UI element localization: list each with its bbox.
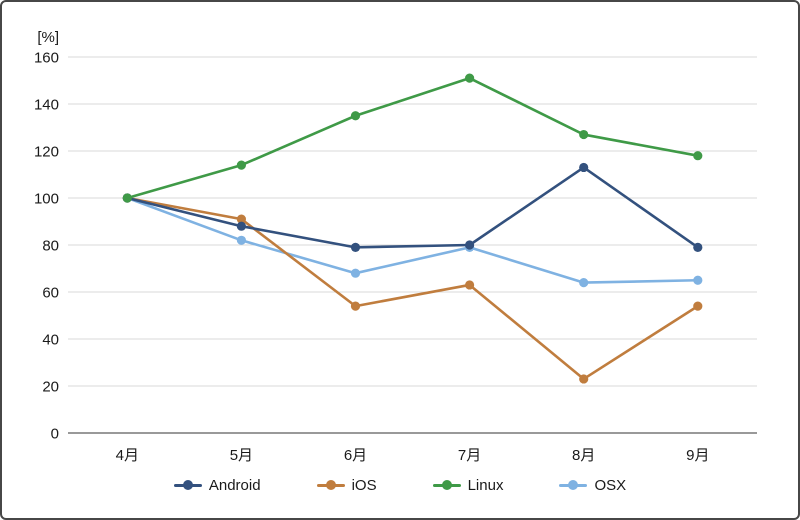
y-axis-tick-labels: 0 20 40 60 80 100 120 140 160 xyxy=(34,50,59,443)
data-point-osx-9月 xyxy=(693,275,703,285)
legend-item-android: Android xyxy=(173,476,261,494)
chart-legend: Android iOS Linux OSX xyxy=(2,473,798,497)
legend-item-linux: Linux xyxy=(432,476,504,494)
legend-label-ios: iOS xyxy=(351,476,377,494)
series-line-linux xyxy=(126,76,700,200)
legend-dot-android xyxy=(182,480,193,490)
data-point-android-9月 xyxy=(693,242,703,252)
y-tick-label: 20 xyxy=(42,379,59,396)
series-line-ios xyxy=(126,196,700,381)
legend-item-ios: iOS xyxy=(316,476,377,494)
legend-marker-android xyxy=(173,480,202,490)
data-point-linux-8月 xyxy=(579,129,589,140)
data-point-ios-8月 xyxy=(579,374,589,384)
data-point-linux-4月 xyxy=(122,193,132,203)
series-line-osx xyxy=(126,196,700,284)
series-android xyxy=(122,162,703,252)
x-axis-labels: 4月 5月 6月 7月 8月 9月 xyxy=(116,447,710,464)
data-point-ios-7月 xyxy=(465,280,475,290)
y-tick-label: 60 xyxy=(42,285,59,302)
data-point-osx-5月 xyxy=(236,235,246,245)
legend-label-osx: OSX xyxy=(594,476,627,494)
data-point-osx-8月 xyxy=(579,278,589,288)
series-layer xyxy=(122,73,703,384)
y-tick-label: 0 xyxy=(51,426,59,443)
data-point-ios-5月 xyxy=(236,214,246,224)
legend-label-android: Android xyxy=(208,476,261,494)
x-axis-label: 6月 xyxy=(344,447,367,464)
y-tick-label: 120 xyxy=(34,144,59,161)
data-point-android-7月 xyxy=(465,240,475,250)
legend-marker-ios xyxy=(316,480,345,490)
y-tick-label: 140 xyxy=(34,97,59,114)
legend-label-linux: Linux xyxy=(467,476,504,494)
legend-dot-linux xyxy=(441,480,452,490)
legend-dot-ios xyxy=(325,480,336,490)
data-point-linux-6月 xyxy=(350,111,361,121)
y-tick-label: 40 xyxy=(42,332,59,349)
x-axis-label: 7月 xyxy=(458,447,481,464)
series-ios xyxy=(122,193,703,384)
legend-marker-osx xyxy=(559,480,588,490)
series-osx xyxy=(122,193,703,288)
x-axis-label: 5月 xyxy=(230,447,253,464)
y-axis-unit-label: [%] xyxy=(37,29,59,46)
data-point-android-5月 xyxy=(236,221,246,231)
legend-dot-osx xyxy=(568,480,579,490)
series-linux xyxy=(122,73,703,203)
data-point-ios-9月 xyxy=(693,301,703,311)
y-tick-label: 100 xyxy=(34,191,59,208)
x-axis-label: 9月 xyxy=(686,447,709,464)
x-axis-label: 8月 xyxy=(572,447,595,464)
data-point-linux-7月 xyxy=(465,73,475,83)
y-tick-label: 80 xyxy=(42,238,59,255)
data-point-osx-6月 xyxy=(350,268,361,278)
data-point-ios-6月 xyxy=(350,301,361,311)
data-point-android-8月 xyxy=(579,162,589,173)
x-axis-label: 4月 xyxy=(116,447,139,464)
y-tick-label: 160 xyxy=(34,50,59,67)
data-point-linux-5月 xyxy=(236,160,246,170)
data-point-linux-9月 xyxy=(693,151,703,161)
data-point-android-6月 xyxy=(350,242,361,252)
series-line-android xyxy=(126,166,700,249)
plot-area: 0 20 40 60 80 100 120 140 160 4月 5月 6月 7月 8月 9月 [%] xyxy=(34,29,757,464)
legend-marker-linux xyxy=(432,480,461,490)
legend-item-osx: OSX xyxy=(559,478,626,493)
